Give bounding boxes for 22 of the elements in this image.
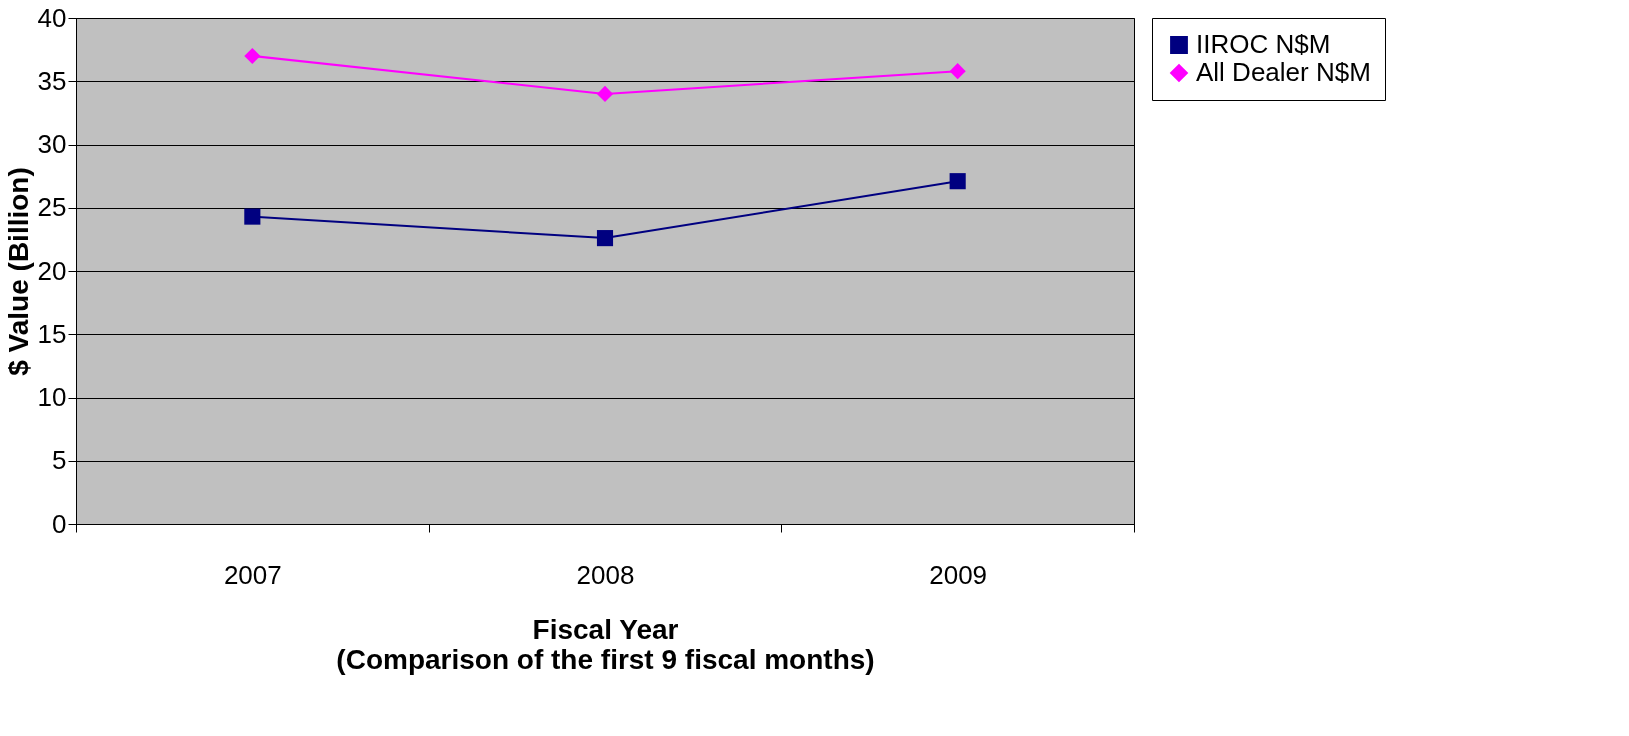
legend-label: All Dealer N$M <box>1196 57 1371 87</box>
y-tick-label: 25 <box>37 192 67 223</box>
y-tick-label: 40 <box>37 2 67 33</box>
y-tick-label: 35 <box>37 65 67 96</box>
y-tick-label: 0 <box>52 508 67 539</box>
y-axis-title: $ Value (Billion) <box>2 167 34 376</box>
point <box>596 230 614 247</box>
point <box>244 47 261 65</box>
y-tick-label: 20 <box>37 255 67 286</box>
y-tick-label: 30 <box>37 129 67 159</box>
legend-label: IIROC N$M <box>1196 29 1331 59</box>
point <box>949 63 966 80</box>
point <box>596 85 614 102</box>
x-tick-label: 2009 <box>929 559 988 590</box>
point <box>949 173 966 190</box>
x-axis-title: Fiscal Year (Comparison of the first 9 fiscal months) <box>336 613 875 675</box>
point <box>244 208 261 225</box>
y-tick-label: 10 <box>37 382 67 412</box>
x-tick-label: 2008 <box>576 559 635 590</box>
y-tick-label: 15 <box>37 318 67 349</box>
y-tick-label: 5 <box>52 445 67 476</box>
x-tick-label: 2007 <box>223 559 282 590</box>
